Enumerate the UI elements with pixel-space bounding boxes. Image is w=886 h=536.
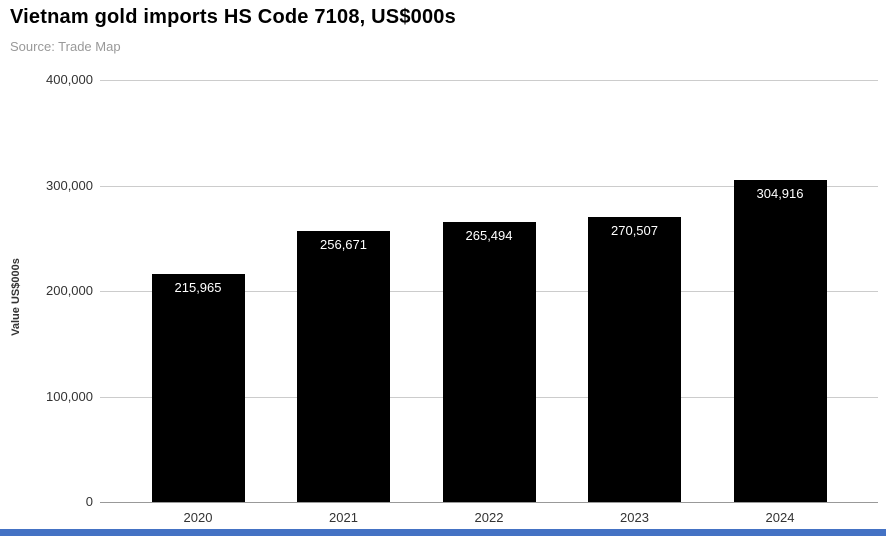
bar-value-label: 256,671	[320, 237, 367, 253]
bar-value-label: 304,916	[756, 186, 804, 202]
y-tick-label: 0	[85, 494, 93, 509]
x-tick-label: 2020	[183, 510, 213, 525]
y-axis-title: Value US$000s	[10, 258, 22, 336]
y-tick-label: 200,000	[46, 283, 93, 298]
y-tick-label: 100,000	[46, 388, 93, 404]
bar-value-label: 270,507	[611, 222, 658, 238]
y-tick-label: 300,000	[46, 177, 93, 193]
y-tick-label: 400,000	[46, 72, 93, 87]
x-tick-label: 2021	[329, 510, 358, 525]
chart-source: Source: Trade Map	[10, 39, 121, 54]
bar-2021: 256,671	[297, 231, 390, 502]
x-axis-line	[100, 502, 878, 503]
bar-2023: 270,507	[588, 216, 681, 502]
bar-2024: 304,916	[733, 180, 827, 502]
x-tick-label: 2024	[765, 510, 795, 525]
gridline	[100, 80, 878, 81]
gridline	[100, 185, 878, 187]
bar-value-label: 265,494	[465, 227, 513, 243]
x-tick-label: 2022	[474, 510, 504, 525]
x-tick-label: 2023	[620, 510, 649, 525]
footer-accent-bar	[0, 529, 886, 536]
chart-title: Vietnam gold imports HS Code 7108, US$00…	[10, 6, 456, 28]
bar-value-label: 215,965	[174, 280, 222, 296]
bar-2022: 265,494	[442, 221, 536, 502]
bar-2020: 215,965	[151, 274, 245, 502]
